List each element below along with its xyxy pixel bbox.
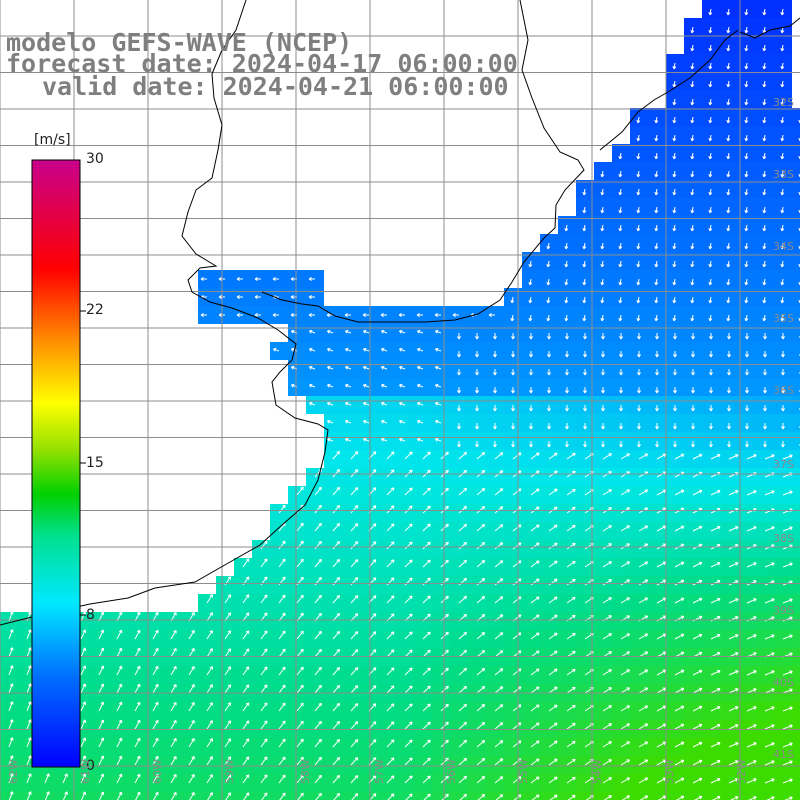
lon-label: 53W <box>663 759 676 784</box>
colorbar-tick: 8 <box>86 607 95 623</box>
wind-speed-cell <box>792 432 800 450</box>
lon-label: 54W <box>591 759 604 784</box>
wind-speed-cell <box>792 270 800 288</box>
wind-speed-cell <box>792 288 800 306</box>
wind-speed-cell <box>792 216 800 234</box>
wind-speed-cell <box>792 180 800 198</box>
wind-speed-cell <box>792 126 800 144</box>
lat-label: 35S <box>773 312 794 325</box>
wind-speed-cell <box>792 558 800 576</box>
lat-label: 34S <box>773 240 794 253</box>
lat-label: 37S <box>773 458 794 471</box>
lon-label: 61W <box>79 759 92 784</box>
lon-label: 55W <box>517 759 530 784</box>
lat-label: 32S <box>773 96 794 109</box>
lat-label: 41S <box>773 748 794 761</box>
colorbar-tick: 15 <box>86 455 104 471</box>
colorbar-tick: 30 <box>86 151 104 167</box>
lon-label: 56W <box>445 759 458 784</box>
wind-speed-cell <box>792 666 800 684</box>
wind-speed-cell <box>792 594 800 612</box>
lat-label: 39S <box>773 604 794 617</box>
lat-label: 33S <box>773 168 794 181</box>
lon-label: 57W <box>373 759 386 784</box>
wind-speed-cell <box>792 360 800 378</box>
wind-speed-cell <box>792 378 800 396</box>
wind-speed-cell <box>792 486 800 504</box>
wind-speed-cell <box>792 468 800 486</box>
wind-speed-cell <box>792 612 800 630</box>
valid-date: valid date: 2024-04-21 06:00:00 <box>42 72 509 101</box>
lat-label: 38S <box>773 532 794 545</box>
wind-speed-cell <box>792 414 800 432</box>
wind-speed-cell <box>792 576 800 594</box>
lon-label: 58W <box>299 759 312 784</box>
wind-speed-cell <box>792 522 800 540</box>
colorbar-gradient <box>31 159 81 768</box>
wind-speed-cell <box>792 324 800 342</box>
lon-label: 60W <box>151 759 164 784</box>
wind-speed-cell <box>792 540 800 558</box>
wind-speed-cell <box>792 252 800 270</box>
lat-label: 36S <box>773 384 794 397</box>
colorbar-unit: [m/s] <box>34 132 71 148</box>
wind-speed-cell <box>792 342 800 360</box>
wind-speed-cell <box>792 504 800 522</box>
lon-label: 52W <box>735 759 748 784</box>
wind-speed-cell <box>792 198 800 216</box>
wind-speed-cell <box>792 234 800 252</box>
wind-speed-cell <box>792 450 800 468</box>
wind-speed-cell <box>792 162 800 180</box>
wind-speed-cell <box>792 144 800 162</box>
wind-speed-cell <box>792 396 800 414</box>
lat-label: 40S <box>773 676 794 689</box>
wind-speed-cell <box>792 108 800 126</box>
wind-speed-cell <box>792 630 800 648</box>
colorbar-tick: 22 <box>86 302 104 318</box>
wind-speed-cell <box>792 306 800 324</box>
lon-label: 59W <box>223 759 236 784</box>
lon-label: 62W <box>7 759 20 784</box>
